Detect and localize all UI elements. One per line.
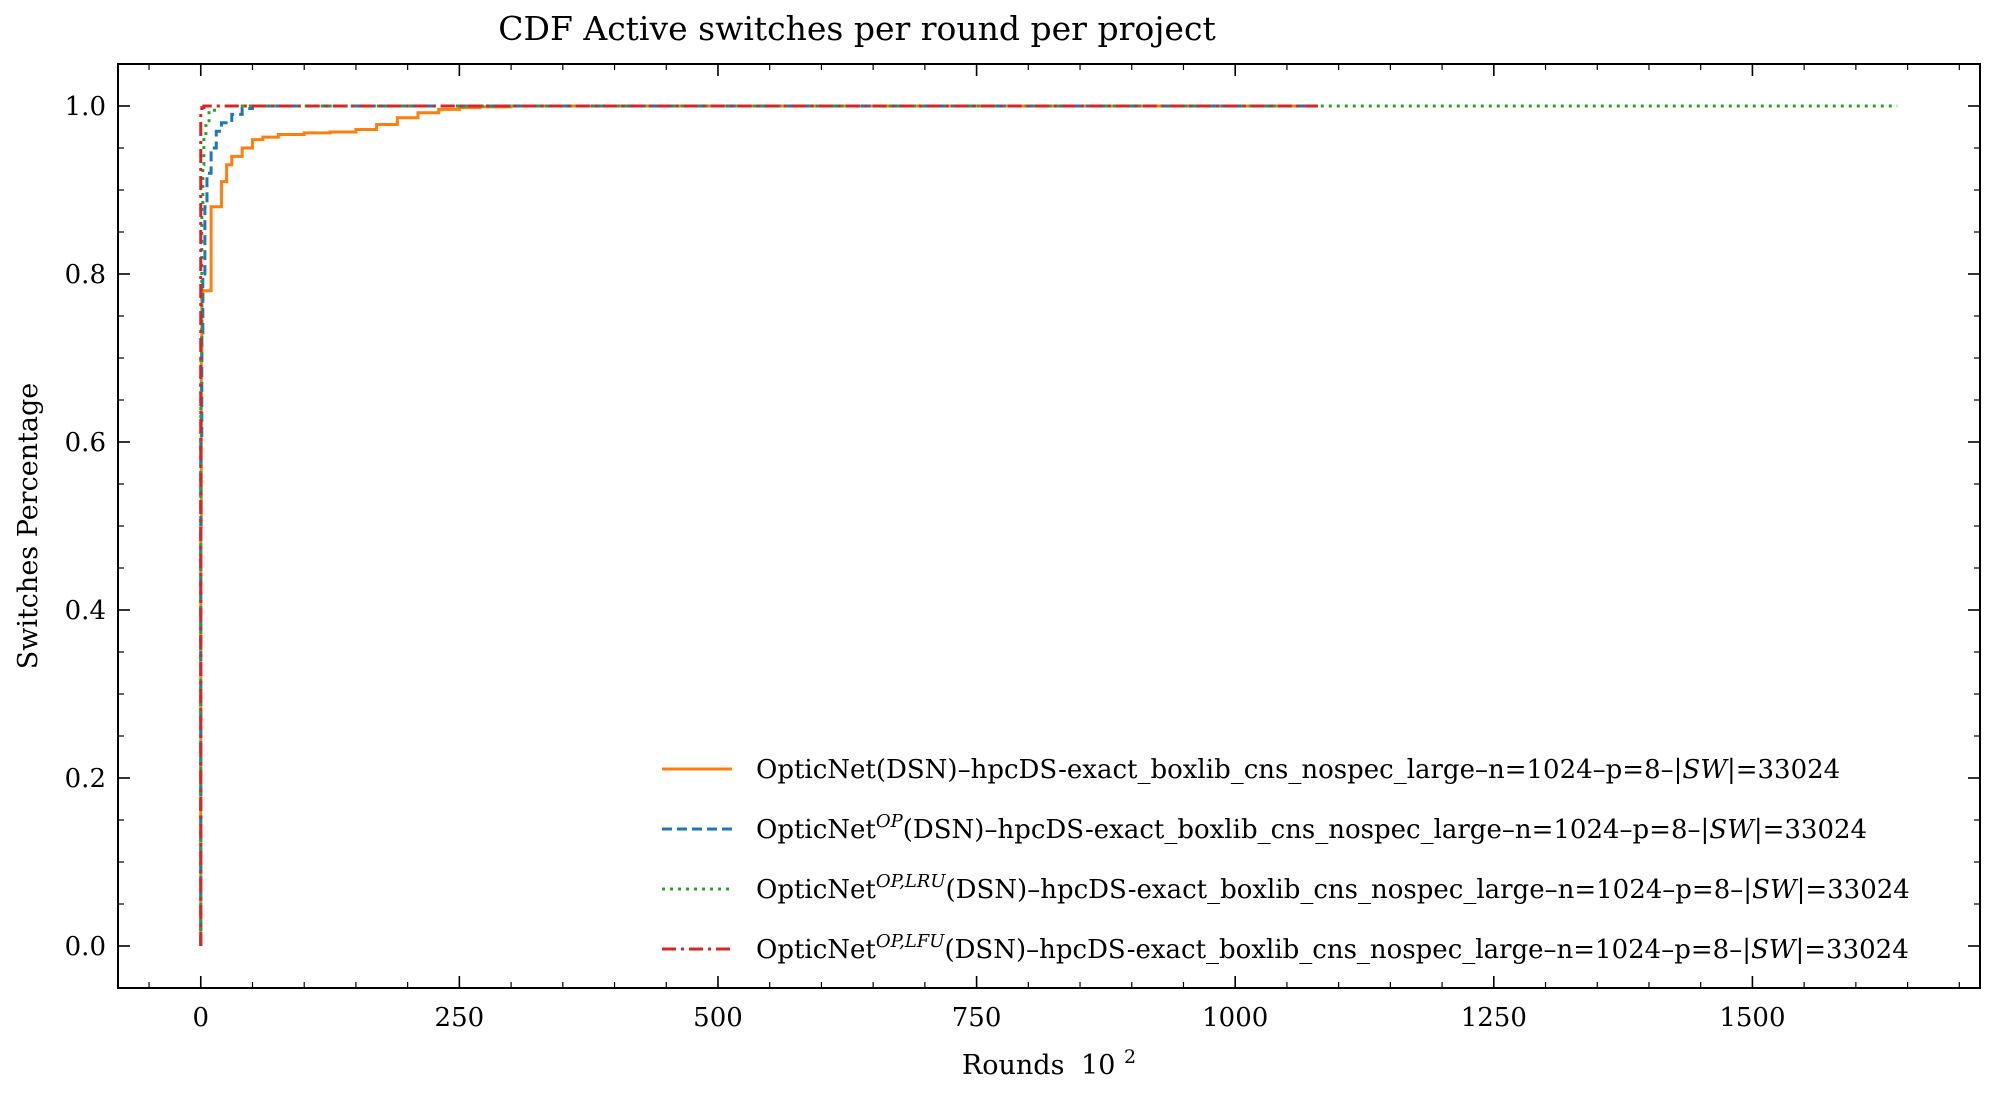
svg-text:Rounds 10 2: Rounds 10 2	[962, 1046, 1136, 1081]
x-axis-title: Rounds 10 2	[962, 1046, 1136, 1081]
series-line-4	[199, 104, 1318, 946]
x-tick-label: 750	[952, 1003, 1002, 1033]
y-tick-label: 0.4	[65, 596, 106, 626]
x-tick-label: 250	[435, 1003, 485, 1033]
y-tick-label: 0.0	[65, 932, 106, 962]
series-line-3	[199, 104, 1898, 946]
legend-entry-3: OpticNetOP,LRU(DSN)–hpcDS-exact_boxlib_c…	[756, 871, 1910, 905]
x-tick-label: 500	[693, 1003, 743, 1033]
series-line-2	[199, 104, 1318, 946]
x-tick-label: 1250	[1461, 1003, 1527, 1033]
legend-entry-4: OpticNetOP,LFU(DSN)–hpcDS-exact_boxlib_c…	[756, 931, 1909, 965]
axis-ticks: 0 250 500 750 1000 1250 1500 0.0 0.2 0.4 0.6 0.8 1.0	[65, 63, 1980, 1033]
legend-entry-2: OpticNetOP(DSN)–hpcDS-exact_boxlib_cns_n…	[756, 811, 1867, 845]
x-tick-label: 1500	[1719, 1003, 1785, 1033]
legend: OpticNet(DSN)–hpcDS-exact_boxlib_cns_nos…	[662, 755, 1910, 965]
y-axis-label: Switches Percentage	[13, 383, 44, 670]
x-axis-label-base: 10	[1081, 1050, 1115, 1081]
y-tick-label: 0.6	[65, 428, 106, 458]
plot-area	[199, 104, 1898, 946]
y-tick-label: 1.0	[65, 92, 106, 122]
plot-frame	[117, 63, 1981, 989]
y-tick-label: 0.8	[65, 260, 106, 290]
series-line-1	[199, 104, 1318, 946]
legend-entry-1: OpticNet(DSN)–hpcDS-exact_boxlib_cns_nos…	[756, 755, 1840, 785]
x-tick-label: 0	[192, 1003, 209, 1033]
chart-title: CDF Active switches per round per projec…	[498, 9, 1215, 48]
x-axis-label: Rounds	[962, 1050, 1065, 1081]
x-tick-label: 1000	[1202, 1003, 1268, 1033]
y-tick-label: 0.2	[65, 764, 106, 794]
x-axis-label-exponent: 2	[1124, 1046, 1136, 1068]
